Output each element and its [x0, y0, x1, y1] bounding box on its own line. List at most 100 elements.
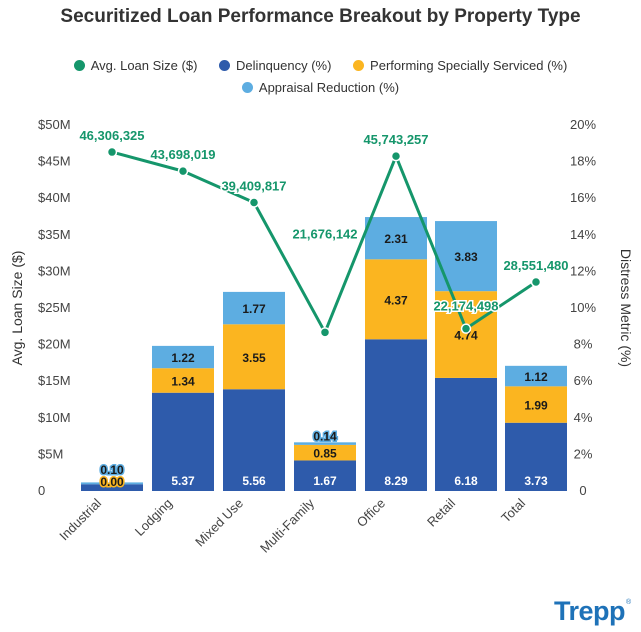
- trepp-logo: Trepp®: [554, 596, 631, 626]
- x-tick-label: Lodging: [132, 496, 175, 539]
- legend-item-specially-serviced[interactable]: Performing Specially Serviced (%): [353, 58, 567, 73]
- bar-data-label: 3.73: [524, 474, 548, 488]
- y-right-tick-label: 20%: [570, 117, 596, 132]
- y-right-tick-label: 14%: [570, 227, 596, 242]
- bar-segment-delinquency: [505, 422, 567, 491]
- legend-item-appraisal-reduction[interactable]: Appraisal Reduction (%): [241, 80, 400, 95]
- bar-data-label: 1.22: [171, 351, 195, 365]
- y-right-axis-title: Distress Metric (%): [618, 249, 634, 367]
- bar-segment-specially-serviced: [505, 386, 567, 423]
- bar-data-label: 0.10: [100, 463, 124, 477]
- bar-data-label: 5.56: [242, 474, 266, 488]
- bar-segment-specially-serviced: [365, 259, 427, 340]
- y-left-axis-title: Avg. Loan Size ($): [9, 251, 25, 366]
- bar-segment-specially-serviced: [152, 368, 214, 393]
- y-right-tick-label: 8%: [574, 337, 593, 352]
- legend-row-2: Appraisal Reduction (%): [0, 80, 641, 95]
- x-tick-label: Industrial: [56, 495, 104, 543]
- legend-marker-specially-serviced: [353, 60, 365, 71]
- bar-segment-specially-serviced: [294, 444, 356, 461]
- y-right-tick-label: 4%: [574, 410, 593, 425]
- avg-loan-size-point: [177, 165, 189, 177]
- legend-label-specially-serviced: Performing Specially Serviced (%): [370, 58, 568, 73]
- bar-segment-delinquency: [294, 460, 356, 491]
- avg-loan-size-label: 28,551,480: [503, 258, 568, 273]
- bar-data-label: 1.12: [524, 370, 548, 384]
- x-tick-label: Multi-Family: [257, 495, 317, 555]
- y-left-tick-label: $20M: [38, 337, 71, 352]
- avg-loan-size-point: [390, 150, 402, 162]
- bar-segment-appraisal-reduction: [223, 291, 285, 325]
- bar-segment-appraisal-reduction: [294, 442, 356, 445]
- avg-loan-size-point: [319, 327, 331, 338]
- legend-label-appraisal-reduction: Appraisal Reduction (%): [258, 80, 400, 95]
- avg-loan-size-label: 46,306,325: [79, 128, 144, 143]
- bar-segment-delinquency: [223, 389, 285, 491]
- bar-data-label: 3.55: [242, 351, 266, 365]
- avg-loan-size-point: [248, 197, 260, 208]
- bar-data-label: 3.83: [454, 250, 478, 264]
- y-left-tick-label: $35M: [38, 227, 71, 242]
- legend-marker-appraisal-reduction: [241, 82, 253, 93]
- avg-loan-size-label: 22,174,498: [433, 299, 498, 314]
- bar-segment-delinquency: [435, 377, 497, 491]
- y-left-tick-label: $40M: [38, 190, 71, 205]
- y-left-tick-label: $30M: [38, 263, 71, 278]
- y-left-tick-label: 0: [38, 483, 45, 498]
- bar-data-label: 1.77: [242, 302, 266, 316]
- y-right-tick-label: 18%: [570, 154, 596, 169]
- avg-loan-size-label: 45,743,257: [363, 132, 428, 147]
- x-tick-label: Retail: [424, 495, 458, 529]
- bar-data-label: 4.37: [384, 293, 408, 307]
- bar-segment-appraisal-reduction: [365, 217, 427, 260]
- avg-loan-size-point: [460, 323, 472, 334]
- y-right-tick-label: 12%: [570, 263, 596, 278]
- bar-segment-appraisal-reduction: [505, 365, 567, 387]
- bar-segment-appraisal-reduction: [81, 482, 143, 485]
- bar-data-label: 1.67: [313, 474, 337, 488]
- y-left-tick-label: $10M: [38, 410, 71, 425]
- y-left-tick-label: $15M: [38, 373, 71, 388]
- bar-segment-delinquency: [152, 392, 214, 491]
- bar-data-label: 0.85: [313, 447, 337, 461]
- bar-data-label: 8.29: [384, 474, 408, 488]
- y-left-tick-label: $25M: [38, 300, 71, 315]
- legend-marker-avg-loan-size: [73, 60, 85, 71]
- legend-label-delinquency: Delinquency (%): [236, 58, 332, 73]
- avg-loan-size-point: [530, 276, 542, 288]
- avg-loan-size-label: 21,676,142: [292, 226, 357, 241]
- legend-item-avg-loan-size[interactable]: Avg. Loan Size ($): [73, 58, 198, 73]
- bar-segment-specially-serviced: [223, 324, 285, 390]
- y-right-tick-label: 6%: [574, 373, 593, 388]
- x-tick-label: Mixed Use: [192, 496, 246, 550]
- y-right-tick-label: 10%: [570, 300, 596, 315]
- bar-data-label: 4.74: [454, 329, 478, 343]
- y-right-tick-label: 0: [579, 483, 586, 498]
- y-left-tick-label: $45M: [38, 154, 71, 169]
- bar-data-label: 0.00: [100, 475, 124, 489]
- bar-segment-specially-serviced: [435, 291, 497, 378]
- legend-row-1: Avg. Loan Size ($) Delinquency (%) Perfo…: [0, 58, 641, 73]
- legend-label-avg-loan-size: Avg. Loan Size ($): [90, 58, 198, 73]
- bar-data-label: 6.18: [454, 474, 478, 488]
- bar-data-label: 1.34: [171, 374, 195, 388]
- bar-segment-delinquency: [81, 484, 143, 491]
- avg-loan-size-point: [106, 146, 118, 158]
- bar-data-label: 1.99: [524, 399, 548, 413]
- legend-item-delinquency[interactable]: Delinquency (%): [219, 58, 331, 73]
- x-tick-label: Office: [354, 496, 388, 530]
- y-left-tick-label: $5M: [38, 446, 63, 461]
- y-left-tick-label: $50M: [38, 117, 71, 132]
- y-right-tick-label: 16%: [570, 190, 596, 205]
- legend-marker-delinquency: [219, 60, 231, 71]
- bar-data-label: 0.14: [313, 429, 337, 443]
- chart-title: Securitized Loan Performance Breakout by…: [60, 6, 581, 27]
- bar-segment-appraisal-reduction: [152, 345, 214, 369]
- bar-data-label: 2.31: [384, 232, 408, 246]
- avg-loan-size-label: 39,409,817: [221, 179, 286, 194]
- y-right-tick-label: 2%: [574, 446, 593, 461]
- bar-segment-delinquency: [365, 339, 427, 491]
- avg-loan-size-label: 43,698,019: [150, 147, 215, 162]
